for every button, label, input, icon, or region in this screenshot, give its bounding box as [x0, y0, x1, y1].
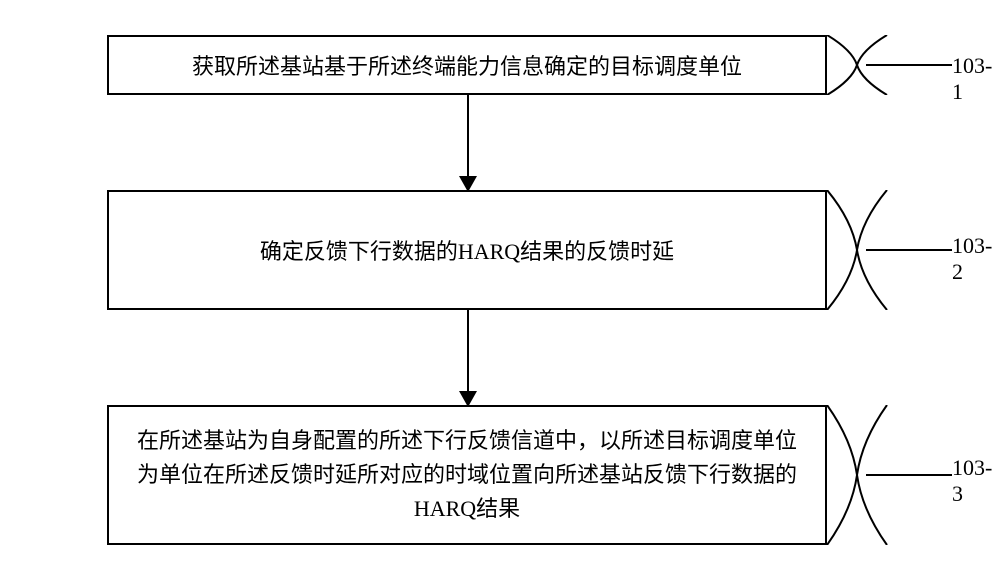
label-1: 103-1: [952, 53, 992, 105]
box-2-text: 确定反馈下行数据的HARQ结果的反馈时延: [260, 234, 674, 266]
flowchart-box-3: 在所述基站为自身配置的所述下行反馈信道中，以所述目标调度单位为单位在所述反馈时延…: [107, 405, 827, 545]
flowchart-box-1: 获取所述基站基于所述终端能力信息确定的目标调度单位: [107, 35, 827, 95]
label-3: 103-3: [952, 455, 992, 507]
label-2: 103-2: [952, 233, 992, 285]
label-connector-2: [827, 190, 957, 310]
box-3-text: 在所述基站为自身配置的所述下行反馈信道中，以所述目标调度单位为单位在所述反馈时延…: [129, 424, 805, 526]
label-connector-3: [827, 405, 957, 545]
arrow-2: [467, 310, 469, 405]
label-connector-1: [827, 35, 957, 95]
flowchart-box-2: 确定反馈下行数据的HARQ结果的反馈时延: [107, 190, 827, 310]
arrow-1: [467, 95, 469, 190]
box-1-text: 获取所述基站基于所述终端能力信息确定的目标调度单位: [192, 49, 742, 81]
